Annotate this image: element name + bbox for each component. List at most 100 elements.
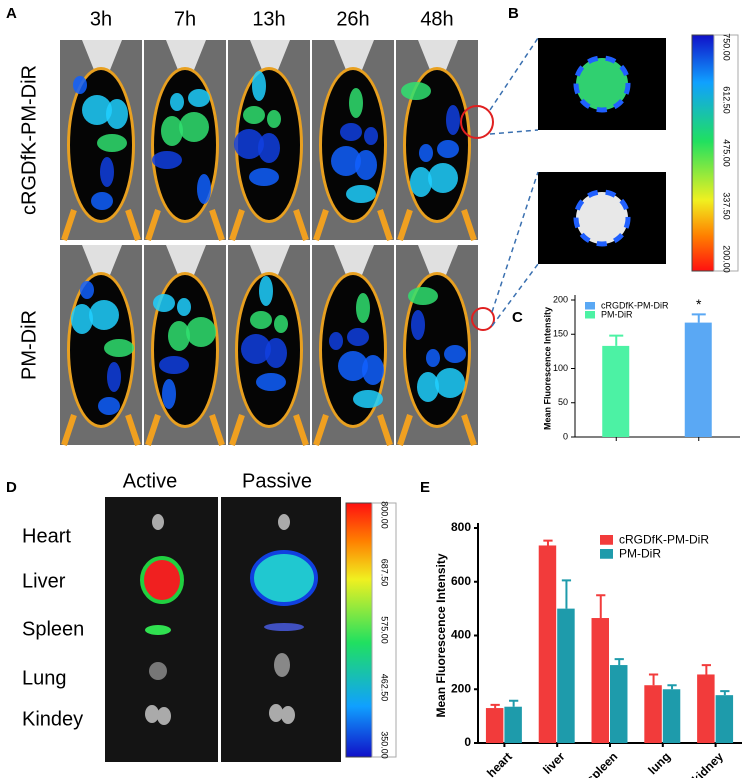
head — [82, 245, 122, 275]
signal-blob — [347, 328, 369, 346]
kidney — [145, 705, 159, 723]
heart — [152, 514, 164, 530]
signal-blob — [71, 304, 93, 334]
error-bar — [561, 579, 572, 609]
legs — [145, 209, 225, 241]
bar — [715, 695, 734, 743]
signal-blob — [401, 82, 431, 100]
signal-blob — [170, 93, 184, 111]
signal-blob — [249, 168, 279, 186]
colorbar-label: 800.00 — [380, 501, 390, 529]
signal-blob — [179, 112, 209, 142]
kidney — [281, 706, 295, 724]
roi-circle — [460, 105, 494, 139]
legend-label: cRGDfK-PM-DiR — [619, 532, 709, 546]
signal-blob — [364, 127, 378, 145]
head — [250, 245, 290, 275]
kidney — [269, 704, 283, 722]
head — [166, 245, 206, 275]
legend-label: PM-DiR — [619, 546, 661, 560]
signal-blob — [241, 334, 271, 364]
signal-blob — [338, 351, 368, 381]
signal-blob — [234, 129, 264, 159]
y-tick-label: 200 — [451, 681, 471, 695]
panel-label: B — [508, 5, 519, 22]
legs — [229, 414, 309, 446]
time-label: 48h — [420, 8, 453, 30]
error-bar — [667, 684, 677, 690]
signal-blob — [104, 339, 134, 357]
bar — [591, 618, 609, 743]
signal-blob — [259, 276, 273, 306]
signal-blob — [331, 146, 361, 176]
y-axis-label: Mean Fluorescence Intensity — [542, 307, 552, 430]
body — [322, 70, 384, 220]
legend-label: PM-DiR — [601, 309, 633, 319]
signal-blob — [417, 372, 439, 402]
legs — [145, 414, 225, 446]
panel-label: D — [6, 479, 17, 496]
time-label: 26h — [336, 8, 369, 30]
x-tick-label: lung — [645, 749, 673, 777]
bar — [557, 608, 575, 743]
signal-blob — [444, 345, 466, 363]
head — [166, 40, 206, 70]
organ-label: Liver — [22, 570, 66, 592]
column-label: Passive — [242, 470, 312, 492]
colorbar-label: 575.00 — [380, 616, 390, 644]
signal-blob — [274, 315, 288, 333]
y-axis-label: Mean Fluorescence Intensity — [434, 553, 448, 717]
signal-blob — [161, 116, 183, 146]
error-bar — [596, 594, 606, 619]
signal-blob — [437, 140, 459, 158]
y-tick-label: 400 — [451, 628, 471, 642]
signal-blob — [159, 356, 189, 374]
bar — [602, 345, 630, 437]
layout — [60, 34, 739, 762]
signal-blob — [162, 379, 176, 409]
signal-blob — [408, 287, 438, 305]
signal-blob — [428, 163, 458, 193]
y-tick-label: 100 — [553, 363, 568, 373]
spleen — [264, 623, 304, 631]
colorbar-label: 750.00 — [722, 33, 732, 61]
x-tick-label: spleen — [584, 749, 621, 778]
colorbar-label: 350.00 — [380, 731, 390, 759]
signal-blob — [153, 294, 175, 312]
signal-blob — [329, 332, 343, 350]
signal-blob — [353, 390, 383, 408]
signal-blob — [267, 110, 281, 128]
colorbar-label: 687.50 — [380, 559, 390, 587]
error-bar — [720, 690, 730, 696]
y-tick-label: 50 — [558, 397, 568, 407]
signal-blob — [243, 106, 265, 124]
signal-blob — [410, 167, 432, 197]
legend-swatch — [600, 535, 613, 545]
error-bar — [490, 703, 500, 709]
heart — [278, 514, 290, 530]
organ-label: Spleen — [22, 618, 84, 640]
colorbar-label-box — [713, 34, 739, 272]
legs — [397, 209, 477, 241]
signal-blob — [346, 185, 376, 203]
bar — [662, 689, 681, 743]
y-tick-label: 150 — [553, 329, 568, 339]
signal-blob — [250, 311, 272, 329]
legs — [313, 414, 393, 446]
roi-circle — [471, 307, 495, 331]
signal-blob — [80, 281, 94, 299]
signal-blob — [356, 293, 370, 323]
time-label: 13h — [252, 8, 285, 30]
signal-blob — [82, 95, 112, 125]
bar — [485, 708, 504, 743]
colorbar — [691, 34, 715, 272]
legend-label: cRGDfK-PM-DiR — [601, 300, 669, 310]
colorbar-label: 475.00 — [722, 139, 732, 167]
error-bar — [648, 673, 659, 686]
y-tick-label: 200 — [553, 294, 568, 304]
signal-blob — [152, 151, 182, 169]
tumor-edge — [573, 189, 631, 247]
bar — [684, 322, 712, 437]
error-bar — [609, 334, 624, 346]
